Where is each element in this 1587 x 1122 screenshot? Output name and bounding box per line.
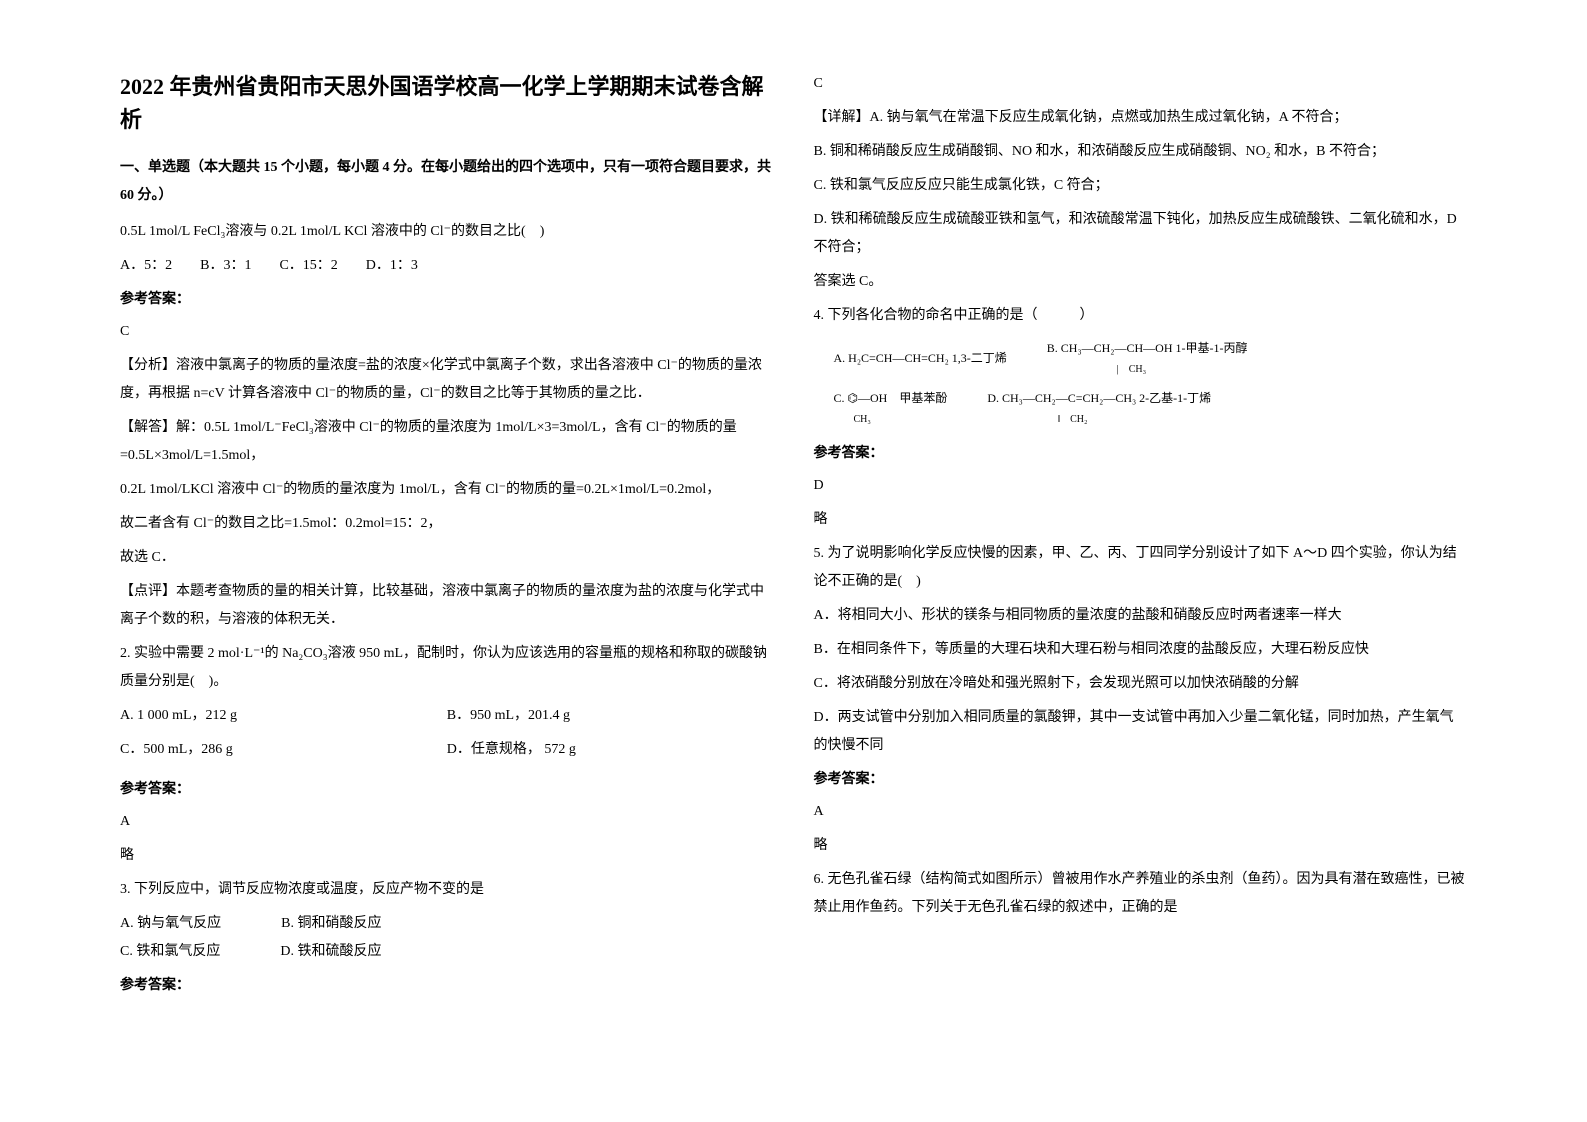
- q5-optD: D．两支试管中分别加入相同质量的氯酸钾，其中一支试管中再加入少量二氧化锰，同时加…: [814, 704, 1468, 760]
- q1-comment: 【点评】本题考查物质的量的相关计算，比较基础，溶液中氯离子的物质的量浓度为盐的浓…: [120, 578, 774, 634]
- q4-stem: 4. 下列各化合物的命名中正确的是（ ）: [814, 302, 1468, 330]
- left-column: 2022 年贵州省贵阳市天思外国语学校高一化学上学期期末试卷含解析 一、单选题（…: [100, 70, 794, 1082]
- q1-analysis1: 【分析】溶液中氯离子的物质的量浓度=盐的浓度×化学式中氯离子个数，求出各溶液中 …: [120, 352, 774, 408]
- q2-note: 略: [120, 842, 774, 870]
- q4-fB2: | CH₃: [1047, 360, 1248, 380]
- q1-stem: 0.5L 1mol/L FeCl₃溶液与 0.2L 1mol/L KCl 溶液中…: [120, 218, 774, 246]
- q4-fA-wrap: A. H₂C=CH—CH=CH₂ 1,3-二丁烯: [834, 346, 1007, 370]
- q6-stem: 6. 无色孔雀石绿（结构简式如图所示）曾被用作水产养殖业的杀虫剂（鱼药）。因为具…: [814, 866, 1468, 922]
- q3-detailB: B. 铜和稀硝酸反应生成硝酸铜、NO 和水，和浓硝酸反应生成硝酸铜、NO₂ 和水…: [814, 138, 1468, 166]
- q1-analysis4: 故二者含有 Cl⁻的数目之比=1.5mol：0.2mol=15：2，: [120, 510, 774, 538]
- q4-note: 略: [814, 506, 1468, 534]
- q3-detailD: D. 铁和稀硫酸反应生成硫酸亚铁和氢气，和浓硫酸常温下钝化，加热反应生成硫酸铁、…: [814, 206, 1468, 262]
- q4-fB: CH₃—CH₂—CH—OH 1-甲基-1-丙醇: [1061, 341, 1248, 355]
- q1-analysis3: 0.2L 1mol/LKCl 溶液中 Cl⁻的物质的量浓度为 1mol/L，含有…: [120, 476, 774, 504]
- q4-fC2: CH₃: [834, 410, 948, 430]
- q4-fD-lab: D.: [987, 391, 999, 405]
- q5-note: 略: [814, 832, 1468, 860]
- q4-fB-lab: B.: [1047, 341, 1058, 355]
- q2-optC: C．500 mL，286 g: [120, 736, 447, 764]
- q3-optC: C. 铁和氯气反应: [120, 938, 220, 966]
- q4-fD2: ‖ CH₂: [987, 410, 1211, 430]
- q1-analysis2: 【解答】解：0.5L 1mol/L⁻FeCl₃溶液中 Cl⁻的物质的量浓度为 1…: [120, 414, 774, 470]
- q2-ans: A: [120, 808, 774, 836]
- q1-ans-label: 参考答案：: [120, 286, 774, 314]
- right-column: C 【详解】A. 钠与氧气在常温下反应生成氧化钠，点燃或加热生成过氧化钠，A 不…: [794, 70, 1488, 1082]
- q2-ans-label: 参考答案：: [120, 776, 774, 804]
- q1-analysis5: 故选 C．: [120, 544, 774, 572]
- q3-optB: B. 铜和硝酸反应: [281, 910, 381, 938]
- q4-fD: CH₃—CH₂—C=CH₂—CH₃ 2-乙基-1-丁烯: [1002, 391, 1211, 405]
- q2-opts: A. 1 000 mL，212 g B．950 mL，201.4 g C．500…: [120, 702, 774, 770]
- q2-optA: A. 1 000 mL，212 g: [120, 702, 447, 730]
- q4-fC-wrap: C. ⌬—OH 甲基苯酚 CH₃: [834, 386, 948, 430]
- q4-fC: ⌬—OH 甲基苯酚: [848, 391, 948, 405]
- q5-optA: A．将相同大小、形状的镁条与相同物质的量浓度的盐酸和硝酸反应时两者速率一样大: [814, 602, 1468, 630]
- q4-ans: D: [814, 472, 1468, 500]
- q5-optC: C．将浓硝酸分别放在冷暗处和强光照射下，会发现光照可以加快浓硝酸的分解: [814, 670, 1468, 698]
- q4-fA: H₂C=CH—CH=CH₂ 1,3-二丁烯: [848, 351, 1007, 365]
- q5-optB: B．在相同条件下，等质量的大理石块和大理石粉与相同浓度的盐酸反应，大理石粉反应快: [814, 636, 1468, 664]
- q2-optB: B．950 mL，201.4 g: [447, 702, 774, 730]
- q3-row1: A. 钠与氧气反应 B. 铜和硝酸反应: [120, 910, 774, 938]
- q3-conclude: 答案选 C。: [814, 268, 1468, 296]
- q4-fB-wrap: B. CH₃—CH₂—CH—OH 1-甲基-1-丙醇 | CH₃: [1047, 336, 1248, 380]
- q5-ans: A: [814, 798, 1468, 826]
- q4-fA-lab: A.: [834, 351, 846, 365]
- q3-row2: C. 铁和氯气反应 D. 铁和硫酸反应: [120, 938, 774, 966]
- q4-fC-lab: C.: [834, 391, 845, 405]
- q3-ans: C: [814, 70, 1468, 98]
- q3-stem: 3. 下列反应中，调节反应物浓度或温度，反应产物不变的是: [120, 876, 774, 904]
- q2-optD: D．任意规格， 572 g: [447, 736, 774, 764]
- q1-opts: A．5：2 B．3：1 C．15：2 D．1：3: [120, 252, 774, 280]
- q1-ans: C: [120, 318, 774, 346]
- q3-ans-label: 参考答案：: [120, 972, 774, 1000]
- q4-formula-row1: A. H₂C=CH—CH=CH₂ 1,3-二丁烯 B. CH₃—CH₂—CH—O…: [834, 336, 1468, 380]
- q4-ans-label: 参考答案：: [814, 440, 1468, 468]
- q3-detailC: C. 铁和氯气反应反应只能生成氯化铁，C 符合；: [814, 172, 1468, 200]
- q5-ans-label: 参考答案：: [814, 766, 1468, 794]
- section-head: 一、单选题（本大题共 15 个小题，每小题 4 分。在每小题给出的四个选项中，只…: [120, 154, 774, 210]
- q5-stem: 5. 为了说明影响化学反应快慢的因素，甲、乙、丙、丁四同学分别设计了如下 A～D…: [814, 540, 1468, 596]
- exam-title: 2022 年贵州省贵阳市天思外国语学校高一化学上学期期末试卷含解析: [120, 70, 774, 136]
- q4-fD-wrap: D. CH₃—CH₂—C=CH₂—CH₃ 2-乙基-1-丁烯 ‖ CH₂: [987, 386, 1211, 430]
- q2-stem: 2. 实验中需要 2 mol·L⁻¹的 Na₂CO₃溶液 950 mL，配制时，…: [120, 640, 774, 696]
- q3-optD: D. 铁和硫酸反应: [280, 938, 381, 966]
- q3-optA: A. 钠与氧气反应: [120, 910, 221, 938]
- q4-formula-row2: C. ⌬—OH 甲基苯酚 CH₃ D. CH₃—CH₂—C=CH₂—CH₃ 2-…: [834, 386, 1468, 430]
- q3-detailA: 【详解】A. 钠与氧气在常温下反应生成氧化钠，点燃或加热生成过氧化钠，A 不符合…: [814, 104, 1468, 132]
